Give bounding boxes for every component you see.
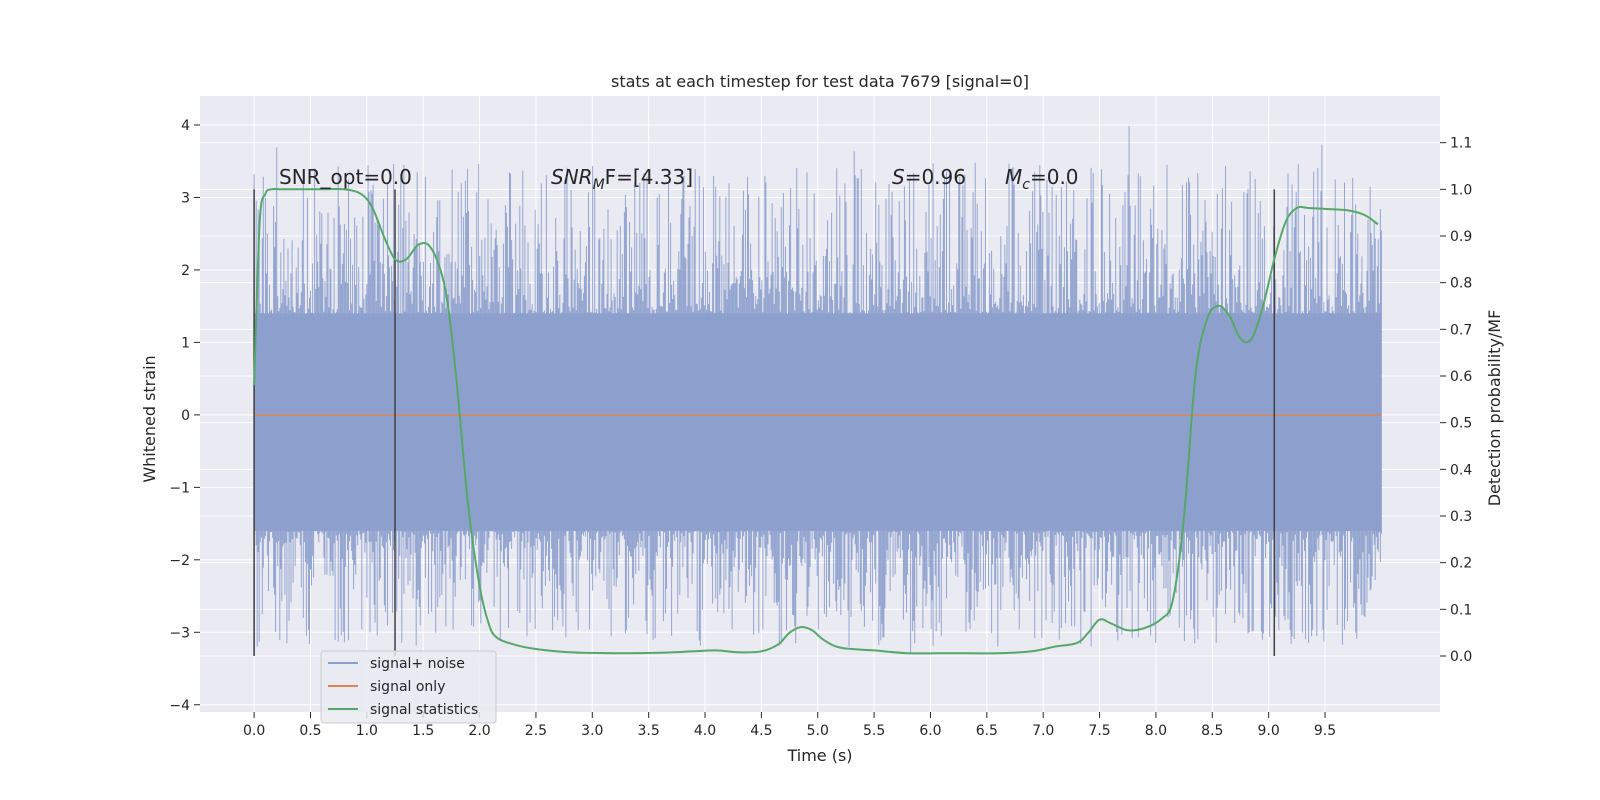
annotation-s: S=0.96 xyxy=(892,165,966,189)
vertical-markers xyxy=(253,189,1276,656)
y-tick-label: 1 xyxy=(181,335,190,351)
y2-axis-label: Detection probability/MF xyxy=(1485,310,1504,507)
y-axis-label: Whitened strain xyxy=(140,355,159,482)
y2-tick-label: 0.4 xyxy=(1450,462,1472,478)
s-value: =0.96 xyxy=(905,165,966,189)
x-tick-label: 2.0 xyxy=(468,723,490,739)
y2-tick-label: 0.6 xyxy=(1450,369,1472,385)
annotation-snr-mf: SNRMF=[4.33] xyxy=(551,165,693,193)
y2-tick-label: 0.8 xyxy=(1450,276,1472,292)
snr-mf-sub: M xyxy=(593,177,605,193)
annotation-snr-opt: SNR_opt=0.0 xyxy=(279,165,412,189)
chart-title: stats at each timestep for test data 767… xyxy=(611,72,1029,91)
x-tick-label: 9.0 xyxy=(1258,723,1280,739)
signal-plus-noise-series xyxy=(253,125,1382,655)
legend-box xyxy=(320,650,497,724)
x-tick-label: 3.0 xyxy=(581,723,603,739)
x-tick-label: 2.5 xyxy=(525,723,547,739)
snr-mf-tail: F=[4.33] xyxy=(605,165,693,189)
x-tick-label: 4.5 xyxy=(750,723,772,739)
y2-tick-label: 1.0 xyxy=(1450,182,1472,198)
mc-value: =0.0 xyxy=(1030,165,1079,189)
y2-tick-label: 0.3 xyxy=(1450,509,1472,525)
x-tick-label: 1.5 xyxy=(412,723,434,739)
y2-tick-label: 0.9 xyxy=(1450,229,1472,245)
y-tick-label: −3 xyxy=(169,625,190,641)
y-tick-label: 3 xyxy=(181,190,190,206)
x-tick-label: 5.0 xyxy=(807,723,829,739)
y-tick-label: −4 xyxy=(169,698,190,714)
legend-label-signal-statistics: signal statistics xyxy=(370,702,478,718)
y-tick-label: 0 xyxy=(181,408,190,424)
x-tick-label: 7.0 xyxy=(1032,723,1054,739)
y-tick-label: −1 xyxy=(169,480,190,496)
x-axis-label: Time (s) xyxy=(786,746,852,765)
mc-sub: c xyxy=(1022,177,1030,193)
x-tick-label: 4.0 xyxy=(694,723,716,739)
x-tick-label: 8.5 xyxy=(1201,723,1223,739)
signal-statistics-series xyxy=(253,187,1379,655)
mc-name: M xyxy=(1005,165,1022,189)
x-tick-label: 0.0 xyxy=(243,723,265,739)
x-tick-label: 3.5 xyxy=(638,723,660,739)
snr-mf-name: SNR xyxy=(551,165,593,189)
legend-label-signal-noise: signal+ noise xyxy=(370,656,465,672)
legend: signal+ noise signal only signal statist… xyxy=(320,650,497,724)
y2-tick-label: 0.0 xyxy=(1450,649,1472,665)
x-tick-label: 5.5 xyxy=(863,723,885,739)
x-tick-label: 1.0 xyxy=(356,723,378,739)
x-tick-label: 0.5 xyxy=(299,723,321,739)
y2-tick-label: 0.7 xyxy=(1450,322,1472,338)
x-tick-label: 8.0 xyxy=(1145,723,1167,739)
x-tick-label: 7.5 xyxy=(1088,723,1110,739)
x-tick-label: 6.0 xyxy=(919,723,941,739)
y2-tick-label: 1.1 xyxy=(1450,136,1472,152)
x-tick-label: 9.5 xyxy=(1314,723,1336,739)
annotation-mc: Mc=0.0 xyxy=(1005,165,1079,193)
x-tick-label: 6.5 xyxy=(976,723,998,739)
y-tick-label: 2 xyxy=(181,263,190,279)
s-name: S xyxy=(892,165,905,189)
y2-tick-label: 0.2 xyxy=(1450,556,1472,572)
y2-tick-label: 0.1 xyxy=(1450,602,1472,618)
y-tick-label: −2 xyxy=(169,553,190,569)
y-tick-label: 4 xyxy=(181,118,190,134)
axis-ticks: 0.0 0.5 1.0 1.5 2.0 2.5 3.0 3.5 4.0 4.5 5.0 5.5 6.0 6… xyxy=(169,118,1472,739)
legend-label-signal-only: signal only xyxy=(370,679,445,695)
y2-tick-label: 0.5 xyxy=(1450,416,1472,432)
